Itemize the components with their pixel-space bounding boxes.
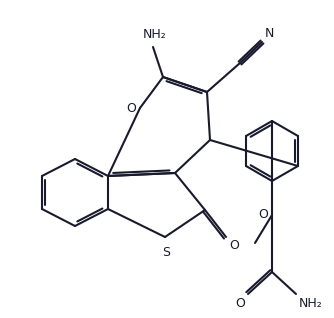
- Text: O: O: [229, 239, 239, 252]
- Text: N: N: [265, 27, 274, 40]
- Text: NH₂: NH₂: [143, 28, 167, 41]
- Text: O: O: [126, 101, 136, 114]
- Text: S: S: [162, 246, 170, 259]
- Text: NH₂: NH₂: [299, 297, 323, 310]
- Text: O: O: [235, 297, 245, 310]
- Text: O: O: [258, 209, 268, 222]
